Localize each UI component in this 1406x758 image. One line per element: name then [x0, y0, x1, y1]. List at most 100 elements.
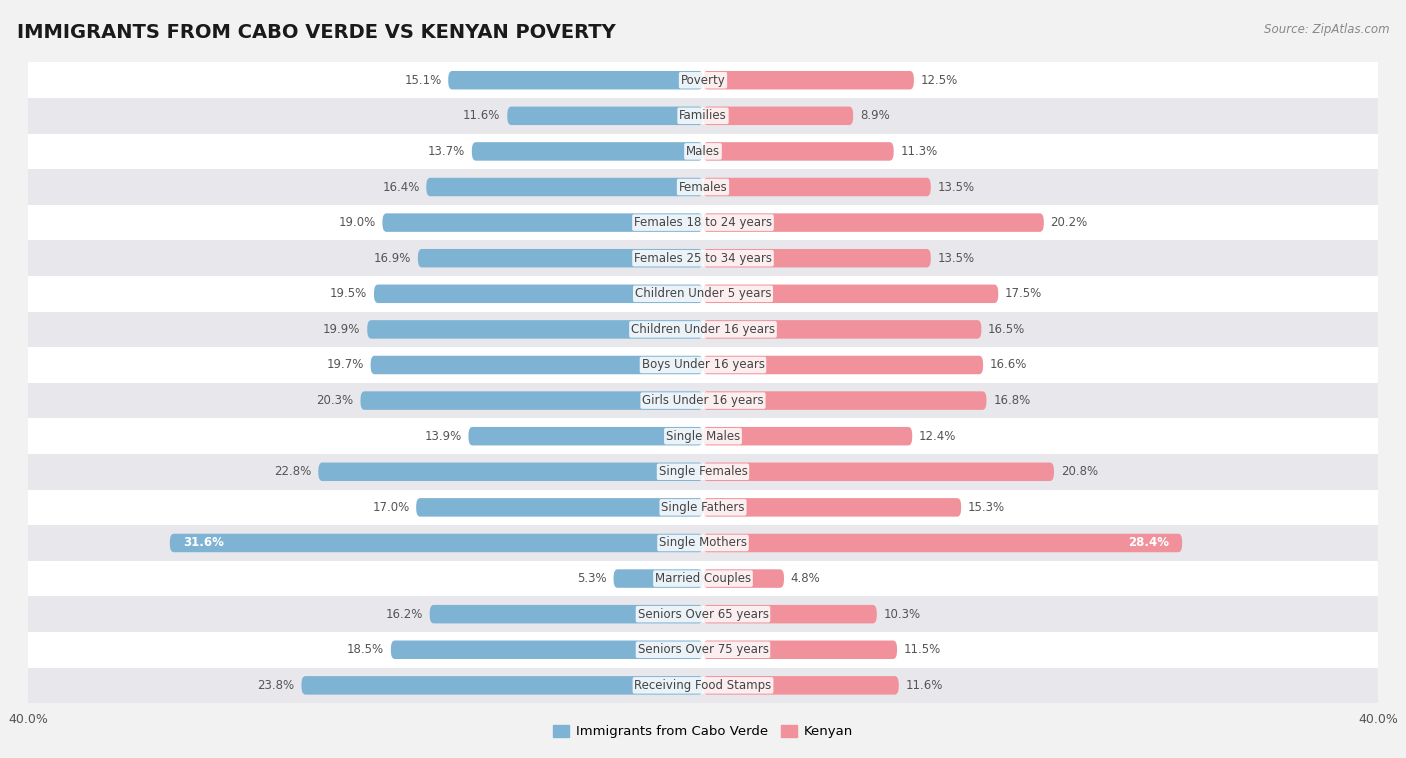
- FancyBboxPatch shape: [613, 569, 703, 587]
- Text: 16.2%: 16.2%: [385, 608, 423, 621]
- Text: Single Males: Single Males: [666, 430, 740, 443]
- Bar: [28, 632, 1378, 668]
- Bar: [28, 276, 1378, 312]
- Text: Females 25 to 34 years: Females 25 to 34 years: [634, 252, 772, 265]
- FancyBboxPatch shape: [449, 71, 703, 89]
- Text: 5.3%: 5.3%: [578, 572, 607, 585]
- Text: Receiving Food Stamps: Receiving Food Stamps: [634, 679, 772, 692]
- Text: 23.8%: 23.8%: [257, 679, 295, 692]
- Text: 20.8%: 20.8%: [1060, 465, 1098, 478]
- FancyBboxPatch shape: [703, 498, 962, 517]
- FancyBboxPatch shape: [416, 498, 703, 517]
- Text: 13.9%: 13.9%: [425, 430, 461, 443]
- Text: 31.6%: 31.6%: [183, 537, 224, 550]
- FancyBboxPatch shape: [367, 320, 703, 339]
- Text: 11.6%: 11.6%: [463, 109, 501, 122]
- FancyBboxPatch shape: [703, 284, 998, 303]
- Text: Males: Males: [686, 145, 720, 158]
- Text: Families: Families: [679, 109, 727, 122]
- Text: 16.6%: 16.6%: [990, 359, 1028, 371]
- Text: 12.4%: 12.4%: [920, 430, 956, 443]
- Text: Girls Under 16 years: Girls Under 16 years: [643, 394, 763, 407]
- FancyBboxPatch shape: [703, 356, 983, 374]
- FancyBboxPatch shape: [703, 391, 987, 410]
- FancyBboxPatch shape: [703, 676, 898, 694]
- Text: 15.3%: 15.3%: [967, 501, 1005, 514]
- Text: 8.9%: 8.9%: [860, 109, 890, 122]
- Text: 19.0%: 19.0%: [339, 216, 375, 229]
- Text: 13.5%: 13.5%: [938, 252, 974, 265]
- Bar: [28, 668, 1378, 703]
- FancyBboxPatch shape: [508, 107, 703, 125]
- Text: 4.8%: 4.8%: [790, 572, 821, 585]
- FancyBboxPatch shape: [426, 178, 703, 196]
- FancyBboxPatch shape: [374, 284, 703, 303]
- Text: 16.5%: 16.5%: [988, 323, 1025, 336]
- Text: 13.5%: 13.5%: [938, 180, 974, 193]
- Text: 11.6%: 11.6%: [905, 679, 943, 692]
- Bar: [28, 490, 1378, 525]
- FancyBboxPatch shape: [468, 427, 703, 446]
- Bar: [28, 133, 1378, 169]
- FancyBboxPatch shape: [703, 605, 877, 623]
- Text: 20.3%: 20.3%: [316, 394, 354, 407]
- Text: Females 18 to 24 years: Females 18 to 24 years: [634, 216, 772, 229]
- Text: 18.5%: 18.5%: [347, 644, 384, 656]
- Text: Females: Females: [679, 180, 727, 193]
- Text: 16.8%: 16.8%: [993, 394, 1031, 407]
- FancyBboxPatch shape: [703, 462, 1054, 481]
- Text: Source: ZipAtlas.com: Source: ZipAtlas.com: [1264, 23, 1389, 36]
- Legend: Immigrants from Cabo Verde, Kenyan: Immigrants from Cabo Verde, Kenyan: [548, 719, 858, 744]
- Text: 19.5%: 19.5%: [330, 287, 367, 300]
- Bar: [28, 169, 1378, 205]
- FancyBboxPatch shape: [703, 107, 853, 125]
- Text: Children Under 5 years: Children Under 5 years: [634, 287, 772, 300]
- FancyBboxPatch shape: [418, 249, 703, 268]
- Text: IMMIGRANTS FROM CABO VERDE VS KENYAN POVERTY: IMMIGRANTS FROM CABO VERDE VS KENYAN POV…: [17, 23, 616, 42]
- Bar: [28, 525, 1378, 561]
- Bar: [28, 62, 1378, 98]
- FancyBboxPatch shape: [360, 391, 703, 410]
- Text: 28.4%: 28.4%: [1128, 537, 1168, 550]
- Bar: [28, 561, 1378, 597]
- Bar: [28, 312, 1378, 347]
- FancyBboxPatch shape: [703, 569, 785, 587]
- Text: 17.5%: 17.5%: [1005, 287, 1042, 300]
- FancyBboxPatch shape: [170, 534, 703, 553]
- FancyBboxPatch shape: [703, 534, 1182, 553]
- Text: 11.5%: 11.5%: [904, 644, 941, 656]
- FancyBboxPatch shape: [703, 641, 897, 659]
- FancyBboxPatch shape: [318, 462, 703, 481]
- FancyBboxPatch shape: [391, 641, 703, 659]
- FancyBboxPatch shape: [301, 676, 703, 694]
- Bar: [28, 454, 1378, 490]
- Text: Seniors Over 65 years: Seniors Over 65 years: [637, 608, 769, 621]
- Text: 10.3%: 10.3%: [883, 608, 921, 621]
- Text: Single Mothers: Single Mothers: [659, 537, 747, 550]
- Bar: [28, 383, 1378, 418]
- Bar: [28, 418, 1378, 454]
- Text: Seniors Over 75 years: Seniors Over 75 years: [637, 644, 769, 656]
- Bar: [28, 597, 1378, 632]
- Text: 13.7%: 13.7%: [427, 145, 465, 158]
- Text: 22.8%: 22.8%: [274, 465, 312, 478]
- FancyBboxPatch shape: [703, 249, 931, 268]
- Text: 19.9%: 19.9%: [323, 323, 360, 336]
- Text: Poverty: Poverty: [681, 74, 725, 86]
- FancyBboxPatch shape: [430, 605, 703, 623]
- FancyBboxPatch shape: [371, 356, 703, 374]
- FancyBboxPatch shape: [703, 213, 1043, 232]
- Text: 11.3%: 11.3%: [900, 145, 938, 158]
- Text: 19.7%: 19.7%: [326, 359, 364, 371]
- Bar: [28, 98, 1378, 133]
- FancyBboxPatch shape: [703, 143, 894, 161]
- Text: 16.4%: 16.4%: [382, 180, 419, 193]
- FancyBboxPatch shape: [703, 178, 931, 196]
- FancyBboxPatch shape: [703, 427, 912, 446]
- FancyBboxPatch shape: [703, 320, 981, 339]
- Text: 15.1%: 15.1%: [405, 74, 441, 86]
- FancyBboxPatch shape: [472, 143, 703, 161]
- Text: Children Under 16 years: Children Under 16 years: [631, 323, 775, 336]
- Bar: [28, 347, 1378, 383]
- Text: 16.9%: 16.9%: [374, 252, 411, 265]
